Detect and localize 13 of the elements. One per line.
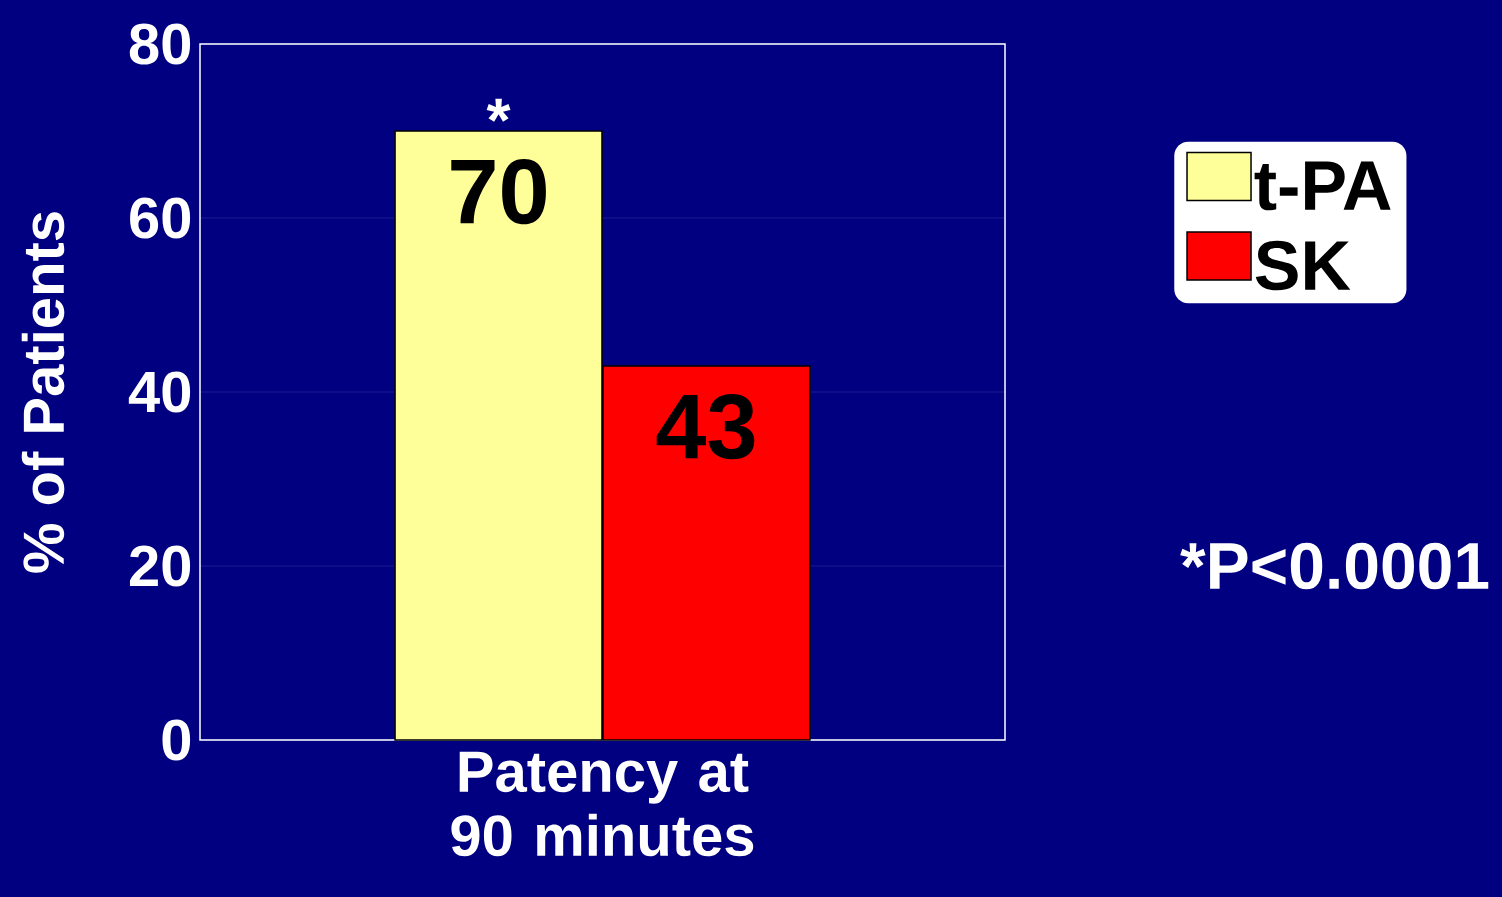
- legend-label: SK: [1255, 240, 1351, 291]
- annotation: *: [486, 98, 511, 122]
- data-label: 70: [451, 159, 546, 225]
- text: *P<0.0001: [1180, 542, 1489, 590]
- y-tick-label: 80: [129, 23, 191, 65]
- y-tick-label: 40: [128, 371, 191, 413]
- y-tick-label: 0: [162, 719, 191, 761]
- x-tick-label: Patency at 90 minutes: [451, 751, 754, 857]
- y-tick-label: 20: [129, 545, 191, 587]
- legend-label: t-PA: [1254, 161, 1391, 211]
- y-tick-label: 60: [130, 197, 191, 239]
- y-axis-title: % of Patients: [21, 212, 65, 573]
- data-label: 43: [656, 393, 755, 460]
